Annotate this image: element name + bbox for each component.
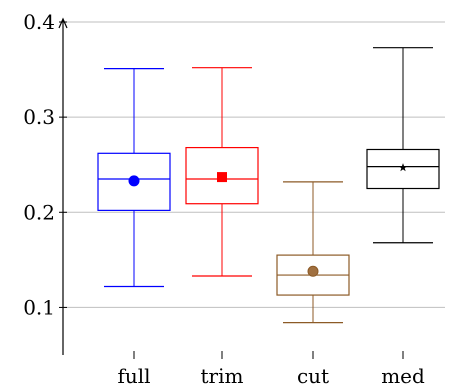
x-tick-label-full: full [117, 364, 150, 388]
x-tick-label-med: med [381, 364, 425, 388]
y-tick-label-3: 0.4 [23, 10, 55, 34]
mean-marker-trim [217, 172, 227, 183]
mean-marker-full [128, 175, 140, 187]
x-tick-label-cut: cut [297, 364, 329, 388]
y-tick-label-0: 0.1 [23, 295, 55, 319]
mean-marker-med [398, 163, 408, 172]
y-tick-label-2: 0.3 [23, 105, 55, 129]
y-tick-label-1: 0.2 [23, 200, 55, 224]
y-axis-arrow [58, 17, 68, 29]
x-tick-label-trim: trim [201, 364, 244, 388]
mean-marker-cut [307, 265, 319, 277]
